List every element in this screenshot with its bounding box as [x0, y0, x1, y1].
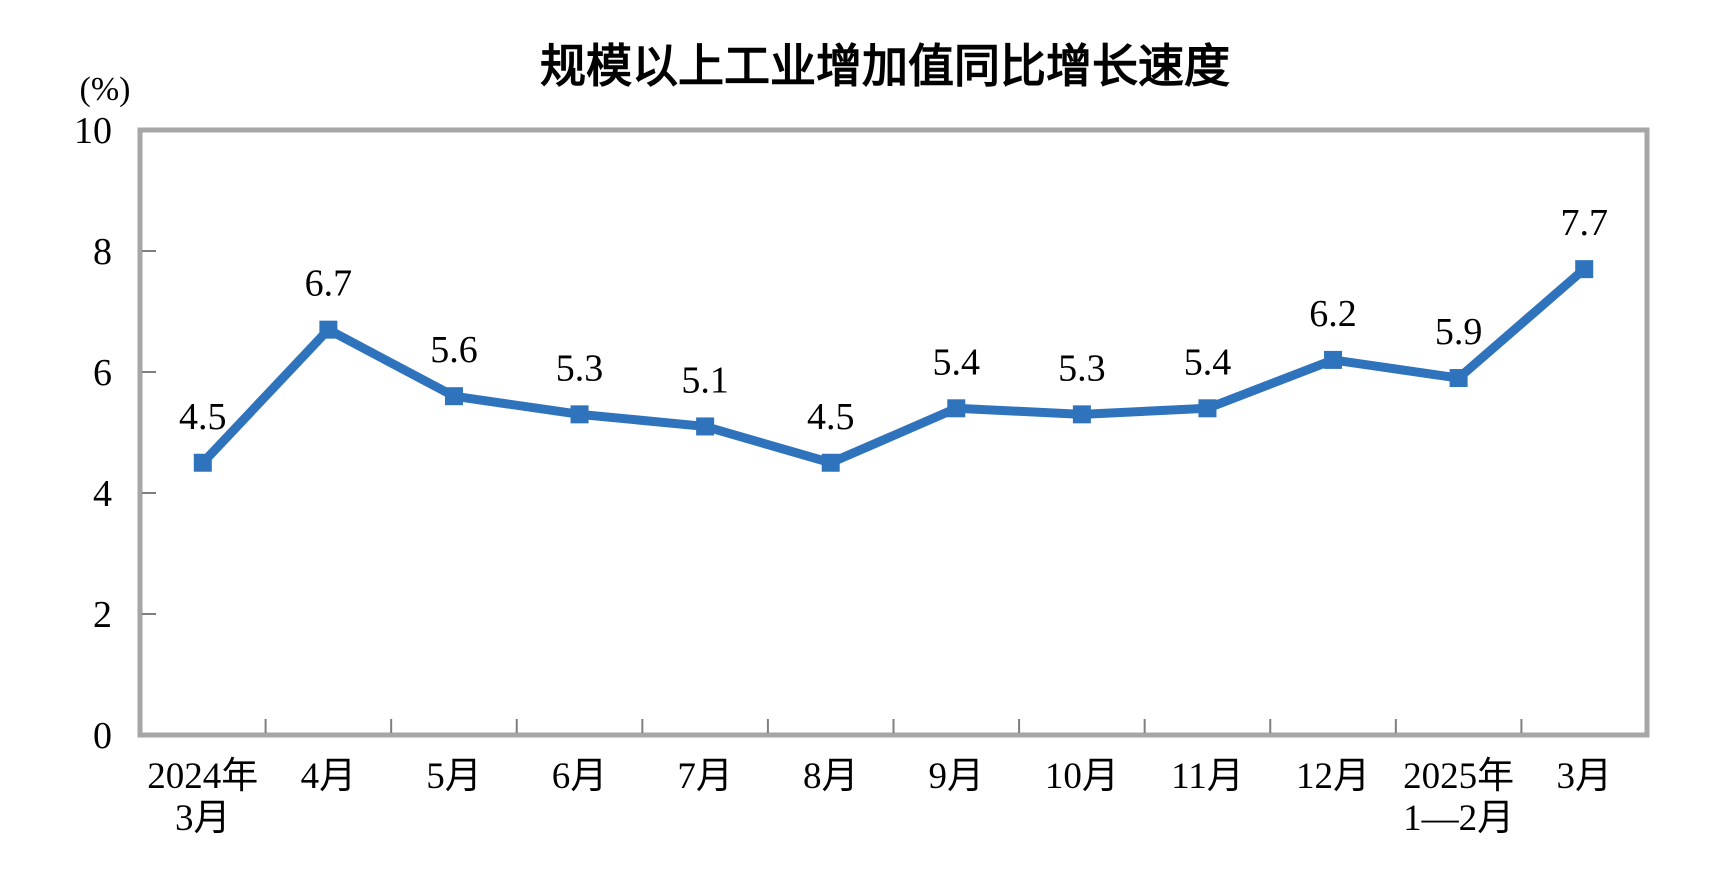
x-axis-category-label: 6月	[552, 756, 608, 797]
data-point-marker	[1449, 369, 1468, 388]
data-point-marker	[1575, 260, 1594, 279]
x-axis-category-label: 9月	[929, 756, 985, 797]
x-axis-category-label: 2025年 1—2月	[1403, 755, 1514, 839]
y-axis-tick-label: 8	[93, 231, 112, 273]
y-axis-tick-label: 10	[74, 110, 112, 152]
data-point-label: 6.2	[1309, 293, 1357, 335]
data-point-marker	[696, 417, 715, 436]
y-axis-tick-label: 2	[93, 594, 112, 636]
data-point-label: 6.7	[305, 263, 353, 305]
y-axis-tick-label: 0	[93, 715, 112, 757]
plot-border	[137, 127, 1650, 738]
x-axis-category-label: 12月	[1296, 756, 1370, 797]
data-point-label: 7.7	[1560, 202, 1608, 244]
data-point-label: 5.3	[1058, 347, 1106, 389]
y-axis-unit-label: (%)	[80, 71, 131, 108]
x-axis-category-label: 2024年 3月	[147, 755, 258, 839]
data-point-label: 5.4	[1184, 341, 1232, 383]
data-point-marker	[821, 453, 840, 472]
y-axis-tick-label: 4	[93, 473, 112, 515]
data-line	[198, 264, 1589, 468]
data-point-label: 5.1	[681, 359, 729, 401]
x-axis-category-label: 5月	[426, 756, 482, 797]
data-point-label: 5.4	[933, 341, 981, 383]
x-axis-category-label: 11月	[1171, 756, 1244, 797]
data-point-label: 5.6	[430, 329, 478, 371]
plot-area: 0 2 4 6 8 10 2024年 3月 4月 5月 6月 7月 8月 9月 10月 11月 12月 2025年…	[74, 110, 1650, 839]
data-point-marker	[570, 405, 589, 424]
data-point-marker	[1072, 405, 1091, 424]
x-axis-category-label: 7月	[677, 756, 733, 797]
data-point-marker	[319, 320, 338, 339]
data-point-marker	[1324, 350, 1343, 369]
data-point-marker	[1198, 399, 1217, 418]
data-point-label: 5.9	[1435, 311, 1483, 353]
data-point-label: 4.5	[179, 396, 227, 438]
chart-title: 规模以上工业增加值同比增长速度	[540, 40, 1230, 92]
y-axis-tick-label: 6	[93, 352, 112, 394]
data-point-marker	[444, 387, 463, 406]
data-point-marker	[193, 453, 212, 472]
data-point-label: 4.5	[807, 396, 855, 438]
x-axis-category-label: 3月	[1556, 756, 1612, 797]
data-point-label: 5.3	[556, 347, 604, 389]
x-axis-category-label: 4月	[301, 756, 357, 797]
data-point-marker	[947, 399, 966, 418]
x-axis-category-label: 8月	[803, 756, 859, 797]
x-axis-category-label: 10月	[1045, 756, 1119, 797]
